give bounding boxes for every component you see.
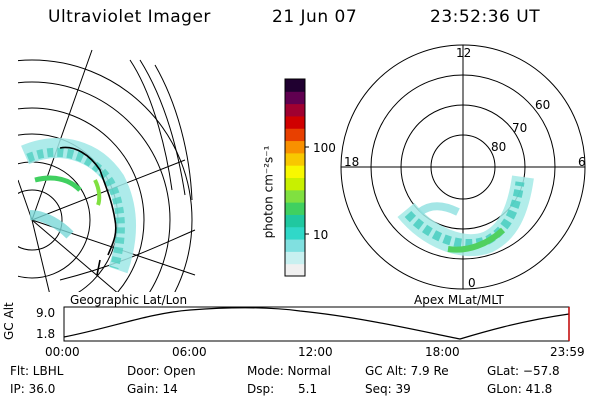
orbit-ytick-1-8: 1.8 (36, 327, 56, 341)
colorbar-unit-label: photon cm⁻²s⁻¹ (261, 145, 276, 239)
status-gain: Gain: 14 (127, 382, 178, 396)
mlt-label-12: 12 (456, 46, 472, 60)
status-ip: IP: 36.0 (10, 382, 56, 396)
mlt-label-0: 0 (468, 276, 476, 290)
mlat-label-80: 80 (491, 140, 507, 154)
orbit-xtick-0000: 00:00 (45, 345, 80, 359)
orbit-ytick-9: 9.0 (36, 306, 56, 320)
orbit-xtick-2359: 23:59 (550, 345, 585, 359)
colorbar-tick-10: 10 (313, 228, 329, 242)
colorbar (284, 78, 309, 277)
colorbar-cell (285, 239, 305, 252)
colorbar-cell (285, 128, 305, 142)
orbit-xtick-1800: 18:00 (425, 345, 460, 359)
app-title: Ultraviolet Imager (48, 7, 211, 27)
orbit-xtick-1200: 12:00 (298, 345, 333, 359)
orbit-xtick-0600: 06:00 (172, 345, 207, 359)
status-glon: GLon: 41.8 (487, 382, 553, 396)
colorbar-cell (285, 189, 305, 203)
aurora-emission-geographic (21, 138, 136, 274)
colorbar-cell (285, 152, 305, 166)
colorbar-cell (285, 226, 305, 240)
aurora-emission-polar (397, 175, 534, 257)
colorbar-cell (285, 91, 305, 105)
colorbar-cell (285, 103, 305, 117)
mlt-label-6: 6 (578, 155, 586, 169)
status-dsp-label: Dsp: (247, 382, 275, 396)
polar-plot (340, 44, 586, 290)
geographic-map (18, 49, 196, 292)
status-dsp-value: 5.1 (298, 382, 318, 396)
status-seq: Seq: 39 (365, 382, 411, 396)
status-glat: GLat: −57.8 (487, 364, 560, 378)
date-label: 21 Jun 07 (272, 7, 358, 27)
mlt-label-18: 18 (344, 155, 360, 169)
coastline-outline (59, 146, 117, 276)
colorbar-cell (285, 214, 305, 228)
altitude-curve (63, 307, 570, 340)
status-door: Door: Open (127, 364, 196, 378)
colorbar-cell (285, 177, 305, 191)
orbit-altitude-strip (63, 306, 570, 342)
colorbar-cell (285, 263, 305, 277)
colorbar-tick-100: 100 (313, 141, 336, 155)
geographic-caption: Geographic Lat/Lon (70, 293, 188, 307)
status-flt: Flt: LBHL (10, 364, 64, 378)
time-label: 23:52:36 UT (430, 7, 541, 27)
status-mode: Mode: Normal (247, 364, 331, 378)
colorbar-cell (285, 115, 305, 129)
colorbar-gradient (285, 79, 305, 277)
status-gc-alt: GC Alt: 7.9 Re (365, 364, 449, 378)
apex-caption: Apex MLat/MLT (414, 293, 504, 307)
orbit-ylabel: GC Alt (2, 302, 16, 340)
colorbar-cell (285, 165, 305, 178)
colorbar-cell (285, 79, 305, 92)
colorbar-cell (285, 140, 305, 154)
colorbar-cell (285, 202, 305, 215)
mlat-label-60: 60 (535, 98, 551, 112)
colorbar-cell (285, 251, 305, 265)
mlat-label-70: 70 (512, 121, 528, 135)
